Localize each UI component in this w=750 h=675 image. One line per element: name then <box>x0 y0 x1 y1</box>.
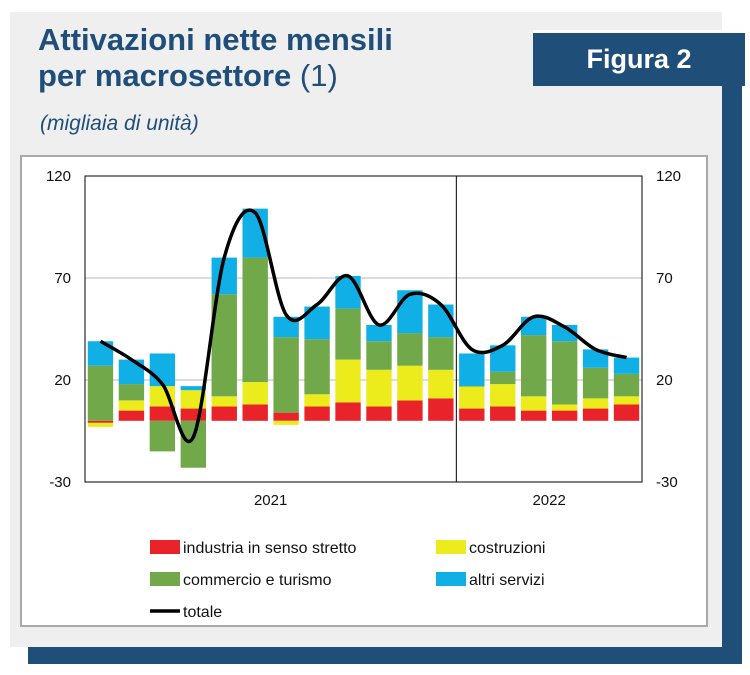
bar-segment <box>551 404 578 411</box>
chart-subtitle: (migliaia di unità) <box>40 112 199 135</box>
x-year-label: 2021 <box>254 492 287 509</box>
bar-segment <box>428 369 454 399</box>
bar-segment <box>521 335 547 397</box>
bar-segment <box>335 359 361 403</box>
legend-swatch <box>436 540 466 554</box>
y-tick-label-left: 20 <box>54 372 71 389</box>
legend-label: costruzioni <box>469 540 545 557</box>
bar-segment <box>366 406 392 421</box>
bar-segment <box>459 386 485 409</box>
bar-segment <box>582 408 609 421</box>
bar-segment <box>366 324 392 342</box>
bar-segment <box>149 353 176 387</box>
y-tick-label-right: 70 <box>656 270 673 287</box>
bar-segment <box>87 422 114 427</box>
bar-segment <box>397 365 423 401</box>
bar-segment <box>428 337 454 370</box>
bar-segment <box>551 410 578 421</box>
bar-segment <box>459 386 485 387</box>
bar-segment <box>180 386 206 391</box>
bar-segment <box>335 275 361 309</box>
bar-segment <box>118 400 145 411</box>
bar-segment <box>582 367 609 399</box>
bar-segment <box>242 257 268 383</box>
y-tick-label-left: -30 <box>49 474 71 491</box>
bar-segment <box>180 408 206 421</box>
bar-segment <box>118 359 145 385</box>
bar-segment <box>118 410 145 421</box>
chart-container: 120 120 70 70 20 20 -30 -30 2021 2022 industria in… <box>20 155 708 627</box>
bar-segment <box>366 369 392 407</box>
bar-segment <box>242 382 268 405</box>
legend-label: totale <box>183 604 222 621</box>
bar-segment <box>149 406 176 421</box>
bar-segment <box>87 420 114 423</box>
bar-segment <box>521 316 547 336</box>
bar-segment <box>521 410 547 421</box>
bar-segment <box>304 394 330 407</box>
bar-segment <box>118 384 145 401</box>
bar-segment <box>242 404 268 421</box>
bar-segment <box>273 412 299 421</box>
bar-segment <box>582 398 609 409</box>
bar-segment <box>490 384 516 407</box>
legend-swatch <box>150 540 180 554</box>
bar-segment <box>613 373 640 397</box>
bar-segment <box>211 396 237 407</box>
title-line-2: per macrosettore (1) <box>38 58 393 94</box>
bar-segment <box>521 396 547 411</box>
legend-label: industria in senso stretto <box>183 540 357 557</box>
y-tick-label-left: 120 <box>46 168 71 185</box>
bar-segment <box>613 396 640 405</box>
y-tick-label-right: -30 <box>656 474 678 491</box>
bar-segment <box>87 365 114 421</box>
y-tick-label-right: 20 <box>656 372 673 389</box>
legend-label: altri servizi <box>469 572 545 589</box>
bar-segment <box>273 337 299 413</box>
figure-badge: Figura 2 <box>533 30 745 86</box>
bar-segment <box>397 333 423 366</box>
bar-segment <box>180 420 206 468</box>
chart-title: Attivazioni nette mensili per macrosetto… <box>38 22 393 94</box>
title-line-2-text: per macrosettore <box>38 58 292 93</box>
bar-segment <box>304 339 330 395</box>
bar-segment <box>397 290 423 334</box>
bar-segment <box>149 420 176 452</box>
bar-segment <box>335 308 361 360</box>
title-footnote-ref: (1) <box>299 58 338 93</box>
bar-segment <box>273 420 299 425</box>
y-tick-label-right: 120 <box>656 168 681 185</box>
bar-segment <box>490 371 516 385</box>
bar-segment <box>459 408 485 421</box>
chart-svg: 120 120 70 70 20 20 -30 -30 2021 2022 industria in… <box>46 168 681 621</box>
bar-segment <box>428 398 454 421</box>
bar-segment <box>582 349 609 368</box>
bar-segment <box>428 304 454 338</box>
plot-border <box>84 175 643 483</box>
y-tick-label-left: 70 <box>54 270 71 287</box>
bar-segment <box>490 406 516 421</box>
bar-segment <box>366 341 392 370</box>
bar-segment <box>304 406 330 421</box>
figure-badge-label: Figura 2 <box>533 30 745 86</box>
title-line-1: Attivazioni nette mensili <box>38 22 393 57</box>
bar-segment <box>551 341 578 405</box>
legend-swatch <box>436 572 466 586</box>
bar-segment <box>613 357 640 374</box>
legend-swatch <box>150 572 180 586</box>
bar-segment <box>335 402 361 421</box>
bar-segment <box>459 353 485 387</box>
totale-line <box>99 208 627 443</box>
legend-label: commercio e turismo <box>183 572 332 589</box>
x-year-label: 2022 <box>532 492 565 509</box>
bar-segment <box>211 406 237 421</box>
bar-segment <box>397 400 423 421</box>
bar-segment <box>613 404 640 421</box>
